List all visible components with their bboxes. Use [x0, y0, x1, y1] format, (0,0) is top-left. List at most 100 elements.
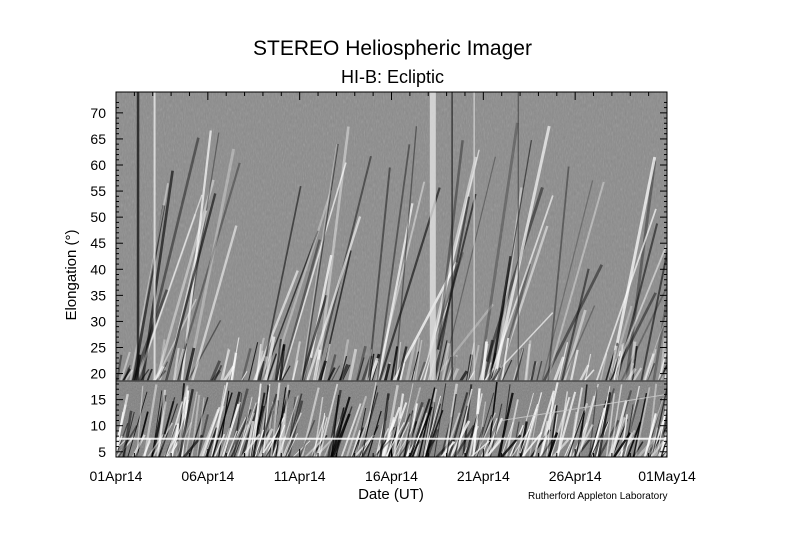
cme-streak — [367, 167, 391, 381]
hi1-streak — [340, 403, 362, 457]
base-streak — [569, 349, 579, 381]
hi1-streak — [671, 421, 689, 457]
hi1-streak — [318, 383, 339, 457]
base-streak — [274, 339, 282, 381]
hi1-streak — [445, 393, 457, 457]
hi1-streak — [184, 391, 198, 457]
y-tick-label: 5 — [98, 444, 106, 460]
hi1-streak — [270, 382, 281, 457]
hi1-streak — [468, 393, 483, 457]
base-streak — [478, 343, 489, 381]
base-streak — [347, 348, 358, 381]
cme-streak — [547, 166, 570, 381]
base-streak — [643, 353, 655, 381]
base-streak — [536, 360, 543, 381]
hi1-streak — [282, 412, 302, 457]
hi1-streak — [644, 413, 657, 457]
cme-streak — [129, 183, 169, 381]
base-streak — [177, 343, 188, 381]
base-streak — [209, 360, 221, 381]
hi1-streak — [474, 412, 496, 457]
cme-streak — [610, 292, 657, 381]
hi1-streak — [164, 424, 177, 457]
hi1-streak — [499, 384, 511, 457]
cme-streak — [279, 239, 321, 381]
base-streak — [478, 361, 489, 381]
cme-streak — [376, 144, 411, 381]
hi1-streak — [278, 395, 299, 457]
y-tick-label: 45 — [90, 235, 106, 251]
hi1-streak — [218, 390, 230, 457]
hi1-streak — [597, 392, 612, 457]
hi1-streak — [156, 401, 167, 457]
hi1-streak — [475, 392, 495, 457]
cme-streak — [431, 303, 494, 381]
hi1-streak — [547, 432, 559, 457]
hi1-streak — [613, 432, 632, 457]
y-tick-label: 40 — [90, 261, 106, 277]
hi1-streak — [422, 408, 432, 457]
y-tick-label: 15 — [90, 392, 106, 408]
base-streak — [616, 342, 624, 381]
hi1-streak — [367, 410, 382, 457]
base-streak — [614, 344, 624, 381]
hi1-streak — [590, 396, 610, 457]
hi1-streak — [228, 388, 249, 457]
x-tick-label: 01May14 — [638, 468, 696, 484]
base-streak — [459, 370, 469, 381]
y-tick-label: 25 — [90, 340, 106, 356]
y-tick-label: 50 — [90, 209, 106, 225]
hi1-streak — [529, 392, 542, 457]
hi1-streak — [275, 387, 287, 457]
base-streak — [483, 339, 495, 381]
base-streak — [630, 345, 638, 381]
hi1-streak — [178, 388, 194, 457]
hi1-streak — [188, 397, 209, 457]
x-tick-label: 11Apr14 — [274, 468, 326, 484]
hi1-streak — [373, 438, 392, 457]
hi1-streak — [418, 387, 436, 457]
base-streak — [623, 362, 635, 381]
hi1-streak — [620, 414, 628, 457]
hi1-streak — [143, 384, 158, 457]
base-streak — [172, 347, 180, 381]
base-streak — [355, 345, 367, 381]
cme-streak — [378, 187, 441, 381]
credit-label: Rutherford Appleton Laboratory — [528, 491, 668, 502]
hi1-streak — [395, 426, 415, 457]
base-streak — [155, 369, 167, 381]
hi1-streak — [127, 391, 148, 457]
hi1-streak — [609, 384, 623, 457]
cme-streak — [186, 148, 235, 381]
hi1-streak — [423, 388, 438, 457]
base-streak — [524, 343, 531, 381]
base-streak — [629, 341, 637, 381]
cme-streak — [640, 248, 667, 381]
cme-streak — [615, 223, 659, 381]
hi1-streak — [518, 404, 539, 457]
base-streak — [437, 340, 448, 381]
cme-streak — [487, 195, 554, 381]
cme-streak — [180, 130, 212, 381]
cme-streak — [642, 313, 667, 381]
base-streak — [663, 368, 667, 381]
hi1-streak — [409, 398, 431, 457]
hi1-streak — [143, 438, 152, 457]
hi1-streak — [398, 440, 411, 457]
hi1-streak — [433, 383, 447, 457]
hi1-streak — [345, 395, 368, 457]
hi1-streak — [505, 399, 519, 457]
base-streak — [326, 367, 336, 381]
base-streak — [184, 347, 196, 381]
y-tick-label: 35 — [90, 287, 106, 303]
base-streak — [266, 353, 278, 381]
cme-streak — [440, 156, 496, 381]
cme-streak — [173, 162, 241, 381]
hi1-streak — [310, 415, 326, 457]
base-streak — [317, 360, 328, 381]
base-streak — [280, 365, 291, 381]
base-streak — [480, 339, 488, 381]
base-streak — [412, 337, 420, 381]
hi1-streak — [379, 393, 390, 457]
base-streak — [356, 357, 365, 381]
